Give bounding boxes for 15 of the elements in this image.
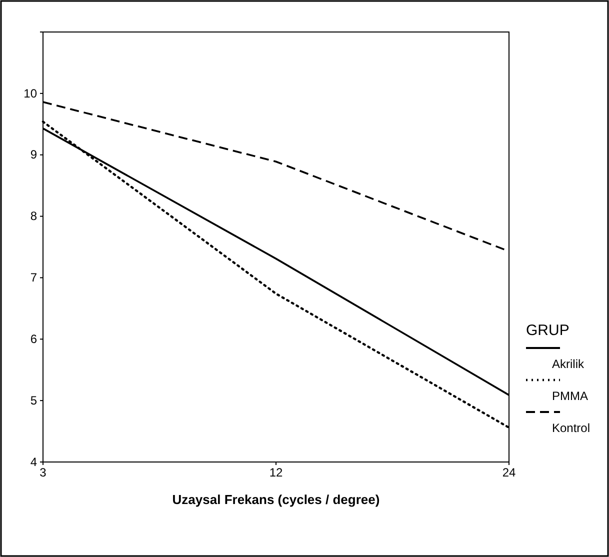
y-tick-label: 5 (30, 393, 38, 408)
x-tick-label: 3 (40, 466, 47, 480)
y-tick-label: 6 (30, 332, 38, 346)
legend-title: GRUP (526, 322, 570, 339)
legend-label: Kontrol (552, 421, 590, 435)
legend-label: Akrilik (552, 357, 585, 371)
x-tick-label: 12 (269, 466, 283, 480)
y-tick-label: 8 (30, 209, 38, 224)
x-tick-label: 24 (502, 466, 516, 480)
y-tick-label: 9 (30, 148, 38, 162)
y-tick-label: 4 (30, 454, 38, 469)
y-tick-label: 10 (24, 86, 38, 100)
y-tick-label: 7 (30, 270, 38, 285)
legend-label: PMMA (552, 389, 588, 403)
x-axis-title: Uzaysal Frekans (cycles / degree) (172, 492, 380, 507)
